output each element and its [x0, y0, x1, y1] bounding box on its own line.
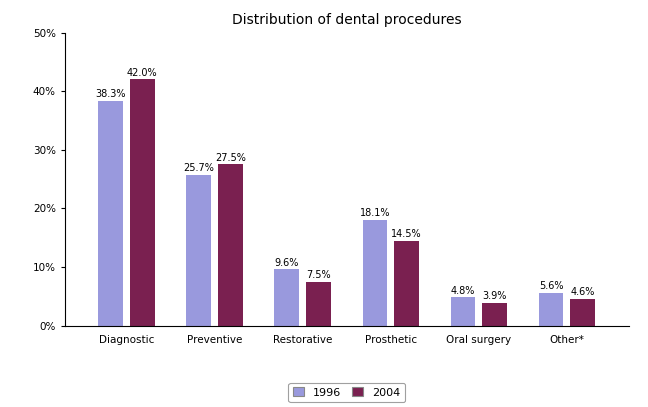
Text: 14.5%: 14.5%	[391, 229, 422, 239]
Bar	[538, 293, 563, 326]
Bar	[275, 269, 299, 326]
Text: 25.7%: 25.7%	[183, 163, 214, 173]
Bar	[98, 101, 123, 326]
Bar	[570, 299, 595, 326]
Bar	[362, 219, 388, 326]
Text: 42.0%: 42.0%	[127, 68, 157, 78]
Text: 18.1%: 18.1%	[360, 208, 390, 218]
Bar	[450, 298, 475, 326]
Bar	[187, 175, 211, 326]
Text: 38.3%: 38.3%	[95, 90, 126, 99]
Bar	[482, 303, 507, 326]
Text: 4.8%: 4.8%	[451, 286, 475, 296]
Text: 5.6%: 5.6%	[538, 281, 563, 291]
Bar	[130, 79, 155, 326]
Text: 9.6%: 9.6%	[275, 258, 299, 267]
Text: 27.5%: 27.5%	[215, 153, 246, 163]
Legend: 1996, 2004: 1996, 2004	[288, 383, 405, 402]
Bar	[306, 282, 331, 326]
Text: 4.6%: 4.6%	[571, 287, 595, 297]
Bar	[218, 164, 243, 326]
Text: 7.5%: 7.5%	[306, 270, 331, 280]
Bar	[394, 241, 419, 326]
Text: 3.9%: 3.9%	[483, 291, 507, 301]
Title: Distribution of dental procedures: Distribution of dental procedures	[232, 13, 461, 27]
